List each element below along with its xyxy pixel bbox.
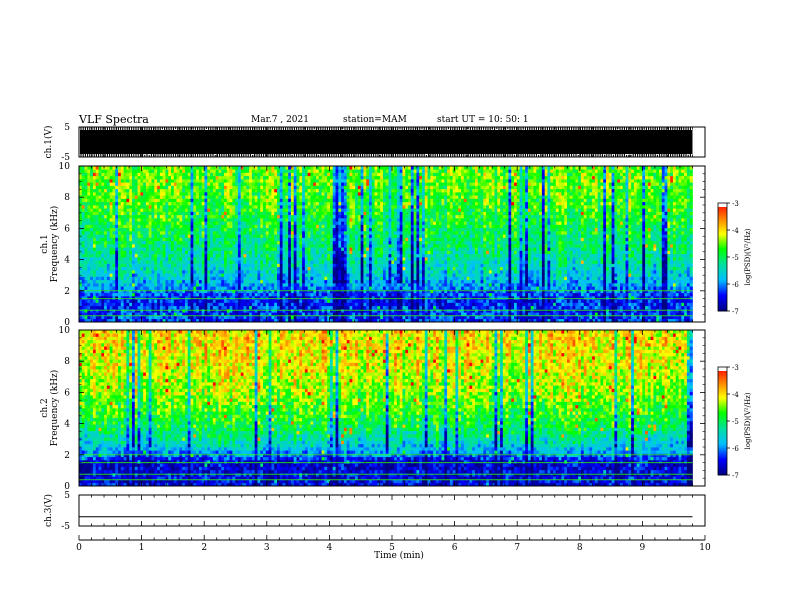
colorbar-tick-label: -4: [732, 227, 739, 235]
y-tick-label: 10: [59, 326, 71, 336]
date-label: Mar.7 , 2021: [251, 115, 309, 125]
y-axis-label-channel: ch.1: [40, 234, 50, 253]
colorbar-tick-label: -6: [732, 445, 739, 453]
x-axis-label: Time (min): [374, 550, 424, 561]
colorbar-tick-label: -3: [732, 364, 739, 372]
y-tick-label: 0: [64, 318, 70, 328]
colorbar-tick-label: -5: [732, 254, 739, 262]
x-tick-label: 3: [264, 543, 270, 553]
colorbar-label: log(PSD)(V²/Hz): [744, 228, 752, 285]
y-tick-label: 2: [64, 451, 70, 461]
colorbar-tick-label: -5: [732, 418, 739, 426]
y-tick-label: 0: [64, 482, 70, 492]
x-tick-label: 2: [201, 543, 207, 553]
y-tick-label: 6: [64, 224, 70, 234]
colorbar-top-white: [718, 367, 727, 371]
y-tick-label: 4: [64, 256, 70, 266]
y-tick-label: 2: [64, 287, 70, 297]
y-axis-label-frequency: Frequency (kHz): [49, 206, 60, 283]
colorbar-tick-label: -4: [732, 391, 739, 399]
y-tick-label: -5: [61, 522, 70, 532]
y-axis-label-frequency: Frequency (kHz): [49, 370, 60, 447]
y-tick-label: 10: [59, 162, 71, 172]
x-tick-label: 8: [577, 543, 583, 553]
y-tick-label: 5: [64, 491, 70, 501]
colorbar-1: [718, 203, 727, 312]
y-tick-label: 8: [64, 193, 70, 203]
x-tick-label: 1: [139, 543, 145, 553]
colorbar-label: log(PSD)(V²/Hz): [744, 392, 752, 449]
waveform-ch1-trace: [80, 127, 691, 157]
x-tick-label: 6: [452, 543, 458, 553]
y-axis-label-channel: ch.2: [40, 398, 50, 417]
station-label: station=MAM: [343, 115, 407, 125]
y-tick-label: 4: [64, 420, 70, 430]
x-tick-label: 10: [699, 543, 711, 553]
colorbar-tick-label: -7: [732, 308, 739, 316]
colorbar-top-white: [718, 203, 727, 207]
y-axis-label: ch.3(V): [43, 494, 54, 527]
x-tick-label: 9: [640, 543, 646, 553]
y-tick-label: -5: [61, 153, 70, 163]
colorbar-tick-label: -7: [732, 472, 739, 480]
x-tick-label: 4: [327, 543, 333, 553]
spectrogram-ch1-image: [79, 166, 693, 323]
x-tick-label: 5: [389, 543, 395, 553]
y-axis-label: ch.1(V): [43, 126, 54, 159]
colorbar-tick-label: -3: [732, 200, 739, 208]
start-time-label: start UT = 10: 50: 1: [437, 115, 529, 125]
chart-title: VLF Spectra: [79, 113, 149, 126]
x-tick-label: 0: [76, 543, 82, 553]
colorbar-tick-label: -6: [732, 281, 739, 289]
y-tick-label: 5: [64, 123, 70, 133]
y-tick-label: 6: [64, 388, 70, 398]
colorbar-2: [718, 367, 727, 476]
x-tick-label: 7: [514, 543, 520, 553]
y-tick-label: 8: [64, 357, 70, 367]
